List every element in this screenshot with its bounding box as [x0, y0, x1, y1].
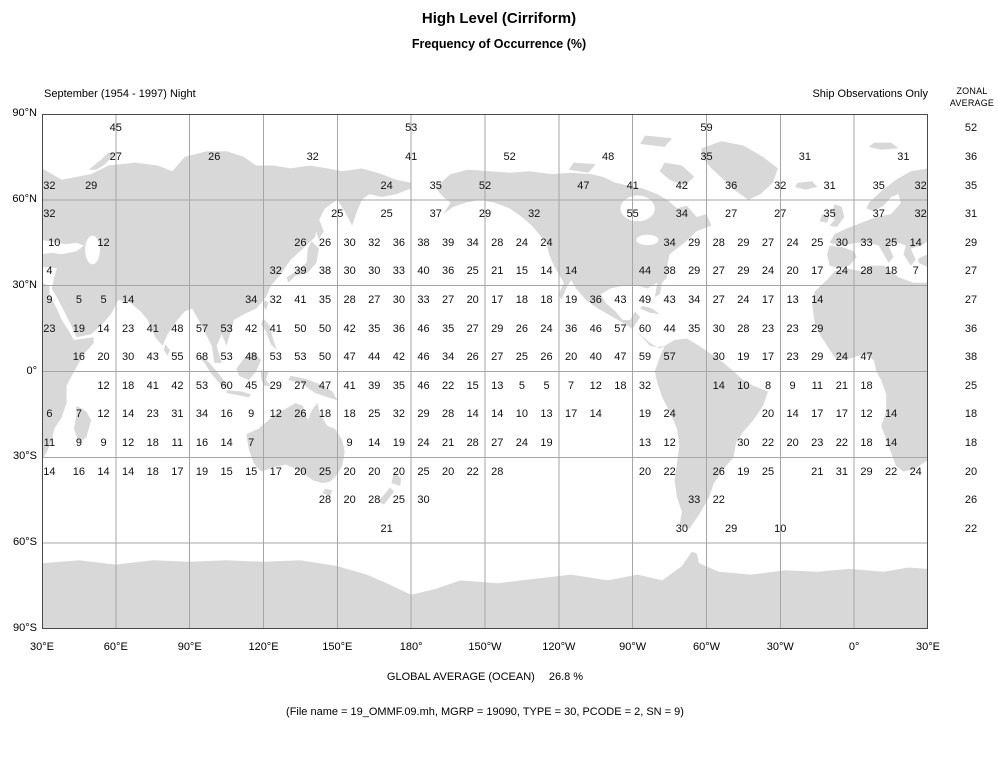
landmass	[640, 305, 660, 315]
landmass	[640, 135, 672, 147]
map-border	[42, 114, 928, 629]
landmass	[226, 390, 252, 398]
lon-tick-label: 150°E	[322, 641, 353, 653]
zonal-average-value: 27	[964, 265, 978, 278]
world-map	[42, 114, 928, 629]
landmass	[568, 162, 596, 173]
source-note: Ship Observations Only	[812, 88, 928, 100]
global-average-value: 26.8 %	[548, 671, 584, 683]
landmass	[261, 370, 271, 386]
landmass	[288, 375, 338, 401]
lat-tick-label: 30°N	[12, 278, 37, 291]
lat-tick-label: 30°S	[13, 450, 37, 463]
landmass	[918, 254, 928, 268]
landmass	[435, 169, 712, 349]
landmass	[827, 245, 857, 269]
zonal-average-header: ZONAL AVERAGE	[946, 85, 998, 109]
landmass	[829, 204, 845, 227]
global-average-line: GLOBAL AVERAGE (OCEAN) 26.8 %	[42, 671, 928, 683]
zonal-average-value: 38	[964, 351, 978, 364]
lon-tick-label: 60°E	[103, 641, 128, 653]
landmass	[391, 471, 402, 486]
zonal-average-value: 18	[964, 437, 978, 449]
lon-tick-label: 0°	[848, 641, 860, 653]
lon-tick-label: 120°E	[248, 641, 279, 653]
lon-tick-label: 180°	[399, 641, 423, 653]
lakes	[85, 195, 659, 265]
zonal-average-value: 25	[964, 379, 978, 392]
zonal-average-value: 20	[964, 465, 978, 478]
landmass	[286, 241, 319, 283]
lon-tick-label: 90°E	[177, 641, 202, 653]
lon-tick-label: 30°W	[766, 641, 794, 653]
lon-tick-label: 90°W	[619, 641, 647, 653]
lat-tick-label: 0°	[26, 364, 37, 377]
landmass	[263, 300, 269, 310]
landmass	[74, 405, 92, 443]
lat-tick-label: 90°S	[13, 622, 37, 634]
map-frame	[42, 114, 928, 629]
zonal-average-value: 29	[964, 236, 978, 249]
lon-tick-label: 120°W	[542, 641, 576, 653]
landmass	[322, 488, 333, 496]
zonal-header-line1: ZONAL	[956, 86, 988, 96]
zonal-header-line2: AVERAGE	[949, 98, 995, 108]
global-average-label: GLOBAL AVERAGE (OCEAN)	[386, 671, 535, 683]
lake	[85, 235, 100, 265]
landmass	[261, 318, 277, 350]
zonal-average-value: 52	[964, 122, 978, 135]
zonal-average-value: 26	[964, 494, 978, 507]
file-info-line: (File name = 19_OMMF.09.mh, MGRP = 19090…	[286, 706, 684, 718]
grid-lines	[42, 114, 928, 629]
landmass	[88, 152, 116, 170]
lon-tick-label: 150°W	[468, 641, 502, 653]
period-note: September (1954 - 1997) Night	[44, 88, 196, 100]
lon-tick-label: 30°E	[916, 641, 940, 653]
landmass	[42, 151, 412, 363]
landmass	[377, 487, 394, 505]
page-subtitle: Frequency of Occurrence (%)	[411, 37, 587, 51]
zonal-average-value: 35	[964, 179, 978, 192]
lat-tick-label: 60°N	[12, 192, 37, 205]
zonal-average-value: 31	[964, 208, 978, 221]
zonal-average-value: 36	[964, 322, 978, 335]
page-title: High Level (Cirriform)	[421, 10, 577, 27]
lat-tick-label: 60°S	[13, 536, 37, 549]
landmass	[819, 214, 830, 223]
lake	[636, 234, 659, 246]
landmass	[812, 265, 928, 472]
landmass	[701, 141, 778, 200]
zonal-average-value: 18	[964, 408, 978, 421]
landmass	[163, 344, 170, 356]
landmass	[236, 351, 261, 381]
landmass	[795, 181, 818, 190]
landmass	[246, 403, 345, 484]
zonal-average-value: 36	[964, 150, 978, 163]
lake	[620, 195, 655, 222]
lat-tick-label: 90°N	[12, 107, 37, 119]
landmass	[659, 162, 695, 186]
zonal-average-value: 27	[964, 294, 978, 306]
lon-tick-label: 60°W	[692, 641, 721, 653]
landmass	[315, 215, 324, 240]
landmass	[868, 142, 899, 150]
lon-tick-label: 30°E	[30, 641, 54, 653]
zonal-average-value: 22	[964, 522, 978, 535]
landmass	[654, 338, 768, 529]
